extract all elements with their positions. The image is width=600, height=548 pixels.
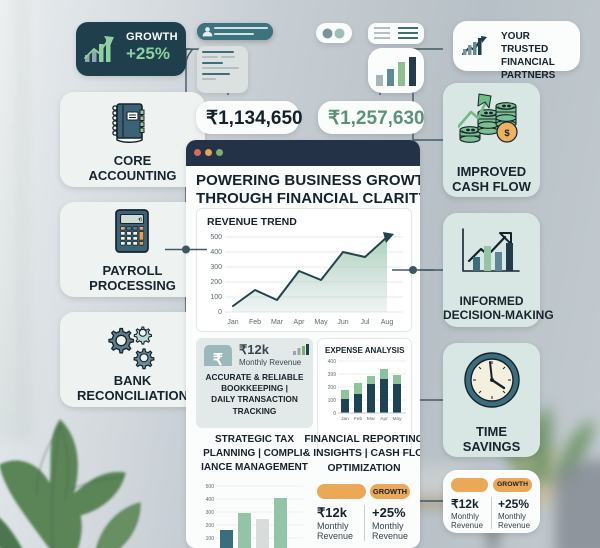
svg-text:400: 400 [206,497,215,503]
svg-text:100: 100 [328,398,337,404]
svg-text:Jun: Jun [337,319,348,326]
svg-text:500: 500 [206,484,215,490]
svg-text:400: 400 [210,249,222,256]
svg-text:500: 500 [210,234,222,241]
svg-text:100: 100 [206,536,215,542]
svg-text:Jan: Jan [227,319,238,326]
svg-text:Mar: Mar [271,319,284,326]
svg-text:300: 300 [206,510,215,516]
svg-text:$: $ [504,128,510,139]
svg-text:400: 400 [328,359,337,365]
svg-text:0: 0 [218,309,222,316]
svg-text:200: 200 [328,385,337,391]
svg-text:Jan: Jan [341,416,349,422]
svg-text:May: May [392,416,402,422]
svg-text:Jul: Jul [361,319,370,326]
svg-text:200: 200 [210,279,222,286]
svg-text:0: 0 [139,217,142,223]
svg-text:Mar: Mar [367,416,376,422]
svg-text:Apr: Apr [294,319,306,326]
svg-text:200: 200 [206,523,215,529]
svg-text:Aug: Aug [381,319,394,326]
svg-text:Apr: Apr [380,416,388,422]
svg-text:May: May [314,319,328,326]
svg-text:100: 100 [210,294,222,301]
svg-text:Feb: Feb [249,319,261,326]
svg-text:399: 399 [328,372,337,378]
svg-text:Feb: Feb [354,416,363,422]
svg-text:300: 300 [210,264,222,271]
svg-text:0: 0 [333,411,336,417]
